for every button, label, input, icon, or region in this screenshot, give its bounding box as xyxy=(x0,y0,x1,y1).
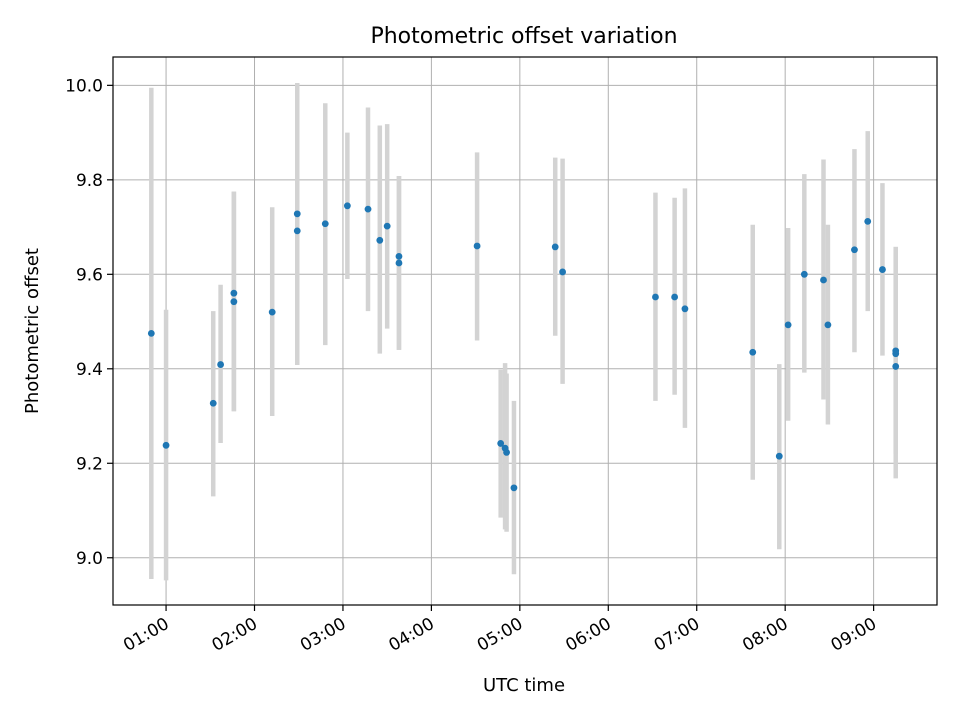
data-point xyxy=(376,236,384,244)
data-point xyxy=(652,293,659,301)
data-point xyxy=(559,268,566,276)
data-point xyxy=(892,350,900,358)
plot-area-frame xyxy=(112,56,938,606)
y-tick-label: 9.0 xyxy=(76,549,103,569)
y-tick-label: 10.0 xyxy=(65,76,103,96)
data-point xyxy=(321,220,329,228)
y-tick-label: 9.6 xyxy=(76,265,103,285)
data-point xyxy=(147,329,155,337)
grid xyxy=(113,57,937,605)
data-point xyxy=(892,363,900,370)
data-point xyxy=(473,242,481,250)
data-point xyxy=(851,246,858,254)
data-point xyxy=(864,218,872,225)
data-point xyxy=(671,293,679,301)
data-point xyxy=(383,222,391,230)
data-point xyxy=(230,298,238,306)
data-point xyxy=(879,266,886,273)
data-point xyxy=(395,259,403,267)
data-point xyxy=(209,399,217,407)
data-point xyxy=(820,276,827,284)
data-point xyxy=(551,243,559,251)
data-point xyxy=(268,308,276,316)
data-point xyxy=(497,440,505,447)
data-point xyxy=(217,361,225,368)
data-point xyxy=(230,289,238,297)
data-point xyxy=(510,484,518,492)
data-point xyxy=(800,270,808,278)
data-point xyxy=(395,252,403,260)
y-tick-label: 9.2 xyxy=(76,454,103,474)
data-point xyxy=(364,205,372,213)
data-point xyxy=(343,202,351,210)
x-axis-label: UTC time xyxy=(483,675,565,696)
data-point xyxy=(503,449,510,456)
y-tick-label: 9.8 xyxy=(76,171,103,191)
data-point xyxy=(293,227,301,235)
data-point xyxy=(824,321,832,329)
y-axis-label: Photometric offset xyxy=(22,248,43,414)
data-point xyxy=(162,441,170,449)
data-point xyxy=(293,210,301,218)
data-point xyxy=(784,321,792,329)
y-axis-ticks: 9.0 9.2 9.4 9.6 9.8 10.0 xyxy=(65,76,113,569)
data-point xyxy=(775,452,783,460)
y-tick-label: 9.4 xyxy=(76,360,103,380)
chart-title: Photometric offset variation xyxy=(370,24,677,49)
data-points xyxy=(147,202,900,492)
data-point xyxy=(749,348,757,356)
data-point xyxy=(681,305,689,313)
